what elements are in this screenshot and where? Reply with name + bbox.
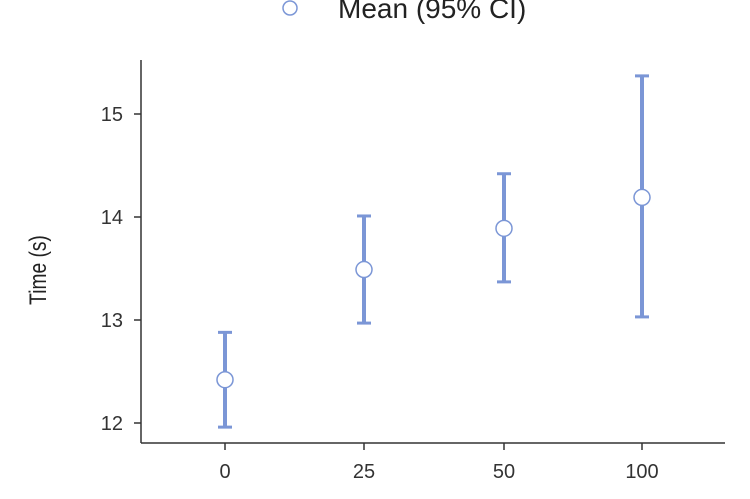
y-tick-label: 15	[101, 104, 123, 126]
x-tick-label: 0	[219, 461, 230, 483]
mean-point	[216, 370, 234, 389]
y-tick-label: 12	[101, 413, 123, 435]
y-ticks: 12 13 14 15	[101, 104, 141, 435]
errorbar-group-50	[495, 172, 513, 284]
mean-point	[355, 260, 373, 279]
errorbar-group-25	[355, 214, 373, 325]
y-axis-title: Time (s)	[24, 235, 52, 305]
mean-point	[633, 188, 651, 207]
legend-label: Mean (95% CI)	[338, 0, 526, 24]
x-ticks: 0 25 50 100	[219, 443, 659, 483]
legend: Mean (95% CI)	[282, 0, 526, 24]
x-tick-label: 25	[353, 461, 375, 483]
data-marks	[216, 74, 651, 429]
legend-marker	[282, 0, 298, 16]
y-tick-label: 13	[101, 310, 123, 332]
x-tick-label: 100	[625, 461, 658, 483]
x-tick-label: 50	[493, 461, 515, 483]
y-tick-label: 14	[101, 207, 123, 229]
errorbar-group-100	[633, 74, 651, 319]
mean-point	[495, 219, 513, 238]
errorbar-group-0	[216, 330, 234, 429]
